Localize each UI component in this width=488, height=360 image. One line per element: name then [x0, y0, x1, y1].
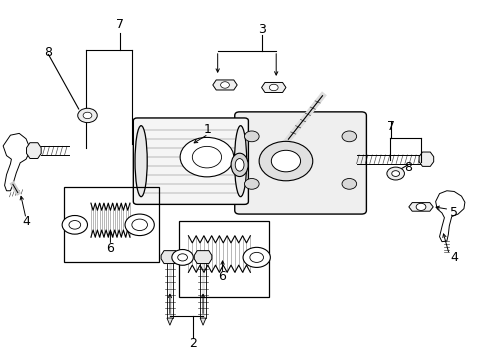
Polygon shape [3, 134, 29, 191]
Circle shape [341, 131, 356, 142]
Ellipse shape [235, 159, 244, 171]
Text: 4: 4 [22, 215, 30, 228]
Polygon shape [26, 143, 41, 158]
Text: 6: 6 [218, 270, 226, 283]
Circle shape [62, 216, 87, 234]
FancyBboxPatch shape [133, 118, 248, 204]
Bar [64, 187, 159, 262]
Circle shape [244, 131, 259, 142]
Circle shape [391, 171, 399, 176]
Circle shape [125, 214, 154, 235]
Text: 1: 1 [203, 123, 211, 136]
Ellipse shape [231, 153, 247, 176]
Circle shape [341, 179, 356, 189]
Text: 7: 7 [386, 120, 394, 133]
Text: 8: 8 [44, 46, 52, 59]
Text: 7: 7 [116, 18, 124, 31]
Circle shape [269, 84, 278, 91]
Polygon shape [200, 318, 205, 325]
Text: 4: 4 [449, 251, 457, 264]
Circle shape [249, 252, 263, 262]
Polygon shape [166, 318, 172, 325]
Polygon shape [408, 203, 432, 211]
Bar [178, 221, 268, 297]
Ellipse shape [234, 126, 246, 197]
Ellipse shape [135, 126, 147, 197]
Text: 5: 5 [449, 206, 457, 219]
Circle shape [192, 147, 221, 168]
Circle shape [177, 254, 187, 261]
Circle shape [259, 141, 312, 181]
Text: 2: 2 [189, 337, 197, 350]
Circle shape [83, 112, 92, 119]
Polygon shape [435, 191, 464, 242]
FancyBboxPatch shape [234, 112, 366, 214]
Text: 3: 3 [257, 23, 265, 36]
Circle shape [171, 249, 193, 265]
Circle shape [386, 167, 404, 180]
Circle shape [271, 150, 300, 172]
Polygon shape [212, 80, 237, 90]
Circle shape [132, 219, 147, 230]
Circle shape [243, 247, 270, 267]
Circle shape [78, 108, 97, 123]
Text: 6: 6 [106, 242, 114, 255]
Circle shape [69, 221, 81, 229]
Polygon shape [161, 251, 178, 264]
Circle shape [220, 82, 229, 88]
Circle shape [180, 138, 233, 177]
Text: 8: 8 [403, 161, 411, 174]
Polygon shape [261, 82, 285, 93]
Circle shape [244, 179, 259, 189]
Circle shape [415, 203, 425, 211]
Polygon shape [418, 152, 433, 166]
Polygon shape [194, 251, 211, 264]
